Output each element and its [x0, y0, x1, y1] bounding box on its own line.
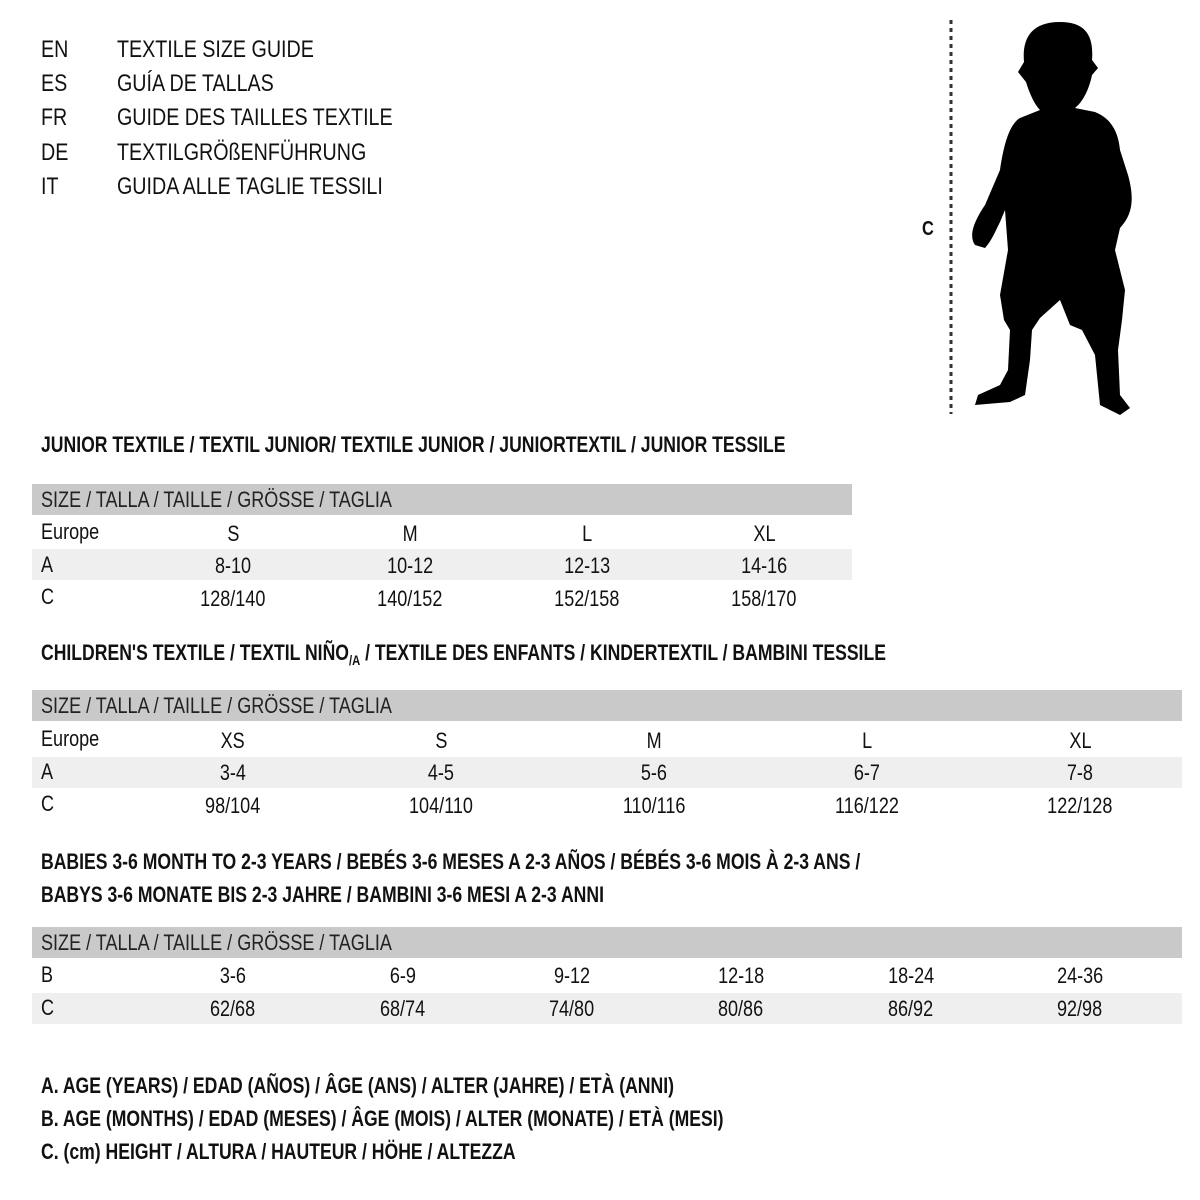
table-cell: 24-36 — [1056, 963, 1104, 988]
babies-heading-line-1: BABIES 3-6 MONTH TO 2-3 YEARS / BEBÉS 3-… — [41, 849, 861, 874]
table-cell: 116/122 — [835, 793, 899, 818]
table-cell: XL — [1068, 728, 1092, 753]
row-label: C — [41, 995, 55, 1020]
title-es: GUÍA DE TALLAS — [117, 70, 274, 97]
table-cell: L — [581, 521, 593, 546]
table-cell: L — [861, 728, 873, 753]
table-cell: 14-16 — [740, 553, 788, 578]
table-cell: 80/86 — [718, 996, 764, 1021]
table-cell: 18-24 — [887, 963, 935, 988]
table-cell: XL — [752, 521, 776, 546]
table-cell: 5-6 — [640, 760, 668, 785]
row-label: A — [41, 552, 54, 577]
table-cell: XS — [220, 728, 246, 753]
row-label: Europe — [41, 726, 100, 751]
table-header-bar — [32, 484, 852, 515]
table-cell: 12-18 — [717, 963, 765, 988]
table-cell: 74/80 — [549, 996, 595, 1021]
row-label: Europe — [41, 519, 100, 544]
table-cell: 104/110 — [409, 793, 473, 818]
table-cell: 62/68 — [210, 996, 256, 1021]
legend-c: C. (cm) HEIGHT / ALTURA / HAUTEUR / HÖHE… — [41, 1139, 516, 1164]
table-cell: 140/152 — [377, 586, 443, 611]
size-header: SIZE / TALLA / TAILLE / GRÖSSE / TAGLIA — [41, 930, 392, 955]
table-cell: S — [226, 521, 240, 546]
title-en: TEXTILE SIZE GUIDE — [117, 36, 314, 63]
legend-a: A. AGE (YEARS) / EDAD (AÑOS) / ÂGE (ANS)… — [41, 1073, 674, 1098]
table-cell: 12-13 — [563, 553, 611, 578]
size-header: SIZE / TALLA / TAILLE / GRÖSSE / TAGLIA — [41, 487, 392, 512]
lang-code-es: ES — [41, 70, 68, 97]
table-cell: 7-8 — [1066, 760, 1094, 785]
table-cell: 158/170 — [731, 586, 797, 611]
table-cell: 92/98 — [1057, 996, 1103, 1021]
table-header-bar — [32, 690, 1182, 721]
table-cell: 122/128 — [1047, 793, 1113, 818]
table-cell: 4-5 — [427, 760, 455, 785]
size-header: SIZE / TALLA / TAILLE / GRÖSSE / TAGLIA — [41, 693, 392, 718]
table-cell: S — [434, 728, 448, 753]
shaded-row — [32, 993, 1182, 1024]
height-label: C — [922, 218, 934, 240]
table-cell: 152/158 — [554, 586, 620, 611]
table-cell: 3-6 — [219, 963, 247, 988]
table-cell: 10-12 — [386, 553, 434, 578]
table-cell: 68/74 — [380, 996, 426, 1021]
table-cell: 110/116 — [622, 793, 686, 818]
lang-code-de: DE — [41, 139, 69, 166]
row-label: C — [41, 584, 55, 609]
row-label: B — [41, 962, 54, 987]
table-cell: M — [646, 728, 662, 753]
title-it: GUIDA ALLE TAGLIE TESSILI — [117, 173, 383, 200]
shaded-row — [32, 757, 1182, 788]
lang-code-en: EN — [41, 36, 69, 63]
junior-heading: JUNIOR TEXTILE / TEXTIL JUNIOR/ TEXTILE … — [41, 432, 786, 457]
shaded-row — [32, 549, 852, 580]
row-label: A — [41, 759, 54, 784]
children-heading: CHILDREN'S TEXTILE / TEXTIL NIÑO/A / TEX… — [41, 640, 886, 668]
table-cell: 128/140 — [200, 586, 266, 611]
table-cell: 6-9 — [389, 963, 417, 988]
child-silhouette-icon — [949, 20, 1132, 415]
table-cell: 3-4 — [219, 760, 247, 785]
table-cell: M — [402, 521, 418, 546]
table-cell: 6-7 — [853, 760, 881, 785]
table-cell: 9-12 — [553, 963, 591, 988]
row-label: C — [41, 791, 55, 816]
legend-b: B. AGE (MONTHS) / EDAD (MESES) / ÂGE (MO… — [41, 1106, 724, 1131]
title-fr: GUIDE DES TAILLES TEXTILE — [117, 104, 393, 131]
table-header-bar — [32, 927, 1182, 958]
babies-heading-line-2: BABYS 3-6 MONATE BIS 2-3 JAHRE / BAMBINI… — [41, 882, 604, 907]
title-de: TEXTILGRÖßENFÜHRUNG — [117, 139, 367, 166]
table-cell: 86/92 — [888, 996, 934, 1021]
lang-code-it: IT — [41, 173, 59, 200]
lang-code-fr: FR — [41, 104, 68, 131]
table-cell: 8-10 — [214, 553, 252, 578]
table-cell: 98/104 — [205, 793, 261, 818]
